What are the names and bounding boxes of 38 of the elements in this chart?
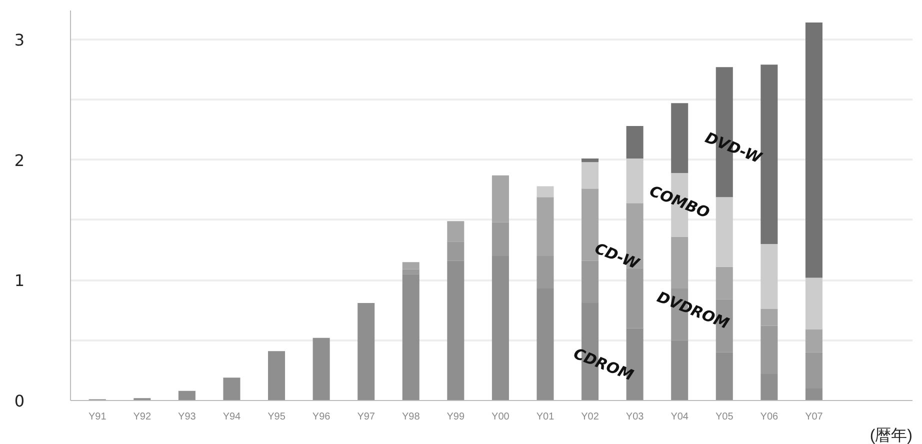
bar: [671, 103, 688, 173]
x-tick-label: Y96: [312, 412, 331, 422]
x-tick-label: Y92: [133, 412, 152, 422]
x-tick-label: Y01: [536, 412, 555, 422]
bar: [582, 162, 599, 189]
bar: [536, 186, 554, 198]
bar: [178, 390, 196, 400]
x-tick-label: Y95: [268, 412, 286, 422]
x-tick-label: Y91: [88, 412, 107, 422]
y-tick-label: 2: [14, 150, 25, 170]
bar: [268, 351, 286, 400]
x-tick-label: Y05: [715, 412, 734, 422]
bar: [805, 278, 822, 330]
bar: [223, 378, 240, 400]
x-tick-label: Y00: [492, 412, 510, 422]
text: CD-W: [592, 239, 643, 274]
bar: [805, 22, 822, 278]
y-tick-label: 3: [14, 30, 25, 50]
bar: [716, 197, 733, 267]
x-tick-label: Y03: [626, 412, 644, 422]
x-tick-label: Y93: [178, 412, 196, 422]
bar: [582, 158, 599, 162]
bar: [626, 158, 644, 204]
x-tick-label: Y94: [222, 412, 242, 422]
y-tick-label: 1: [14, 271, 25, 290]
x-tick-label: Y06: [760, 412, 779, 422]
x-tick-label: Y99: [446, 412, 466, 422]
x-tick-label: Y97: [357, 412, 376, 422]
x-axis-title: (暦年): [870, 428, 912, 444]
bar: [312, 338, 330, 400]
bar: [358, 303, 375, 400]
bar: [626, 126, 644, 159]
x-tick-label: Y02: [581, 412, 600, 422]
x-tick-label: Y07: [805, 412, 824, 422]
x-tick-label: Y98: [402, 412, 420, 422]
y-tick-label: 0: [14, 392, 25, 410]
x-tick-label: Y04: [670, 412, 689, 422]
bar: [760, 244, 778, 310]
